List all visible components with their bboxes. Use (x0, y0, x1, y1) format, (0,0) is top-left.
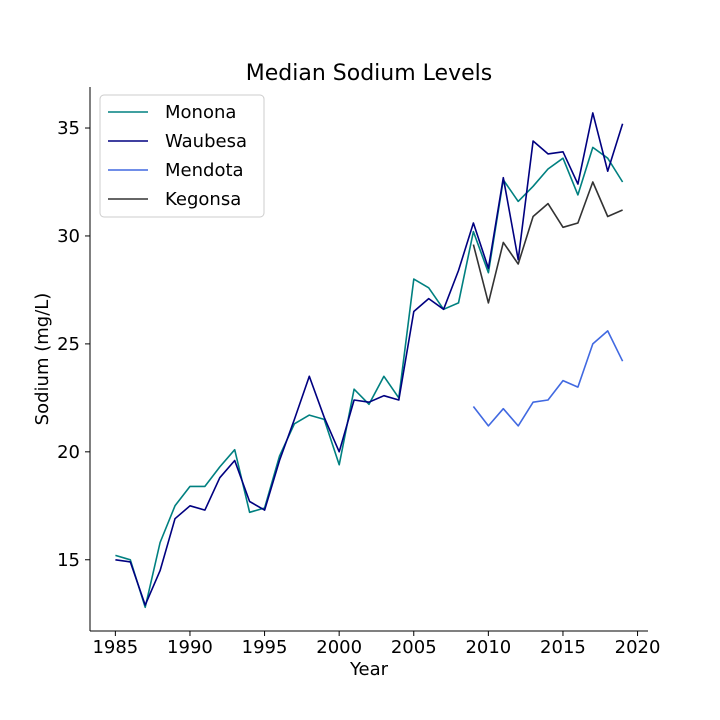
y-axis-label: Sodium (mg/L) (32, 293, 53, 426)
x-axis-ticks: 1985 1990 1995 2000 2005 2010 2015 2020 (92, 631, 660, 658)
plot-lines (115, 112, 624, 609)
legend-box (99, 94, 265, 218)
legend: Monona Waubesa Mendota Kegonsa (99, 94, 265, 218)
y-tick-label: 15 (57, 550, 80, 571)
series-line-mendota (472, 330, 624, 427)
chart-title: Median Sodium Levels (246, 61, 492, 86)
series-line-kegonsa (472, 181, 623, 304)
x-tick-label: 1995 (242, 637, 288, 658)
legend-label-monona: Monona (165, 102, 236, 123)
y-tick-label: 30 (57, 226, 80, 247)
legend-label-mendota: Mendota (165, 160, 244, 181)
x-tick-label: 2020 (615, 637, 661, 658)
series-line-monona (115, 146, 624, 609)
x-tick-label: 2015 (540, 637, 586, 658)
x-tick-label: 2000 (316, 637, 362, 658)
y-tick-label: 20 (57, 442, 80, 463)
y-tick-label: 35 (57, 118, 80, 139)
x-axis-label: Year (349, 659, 389, 680)
y-tick-label: 25 (57, 334, 80, 355)
y-axis-ticks: 15 20 25 30 35 (57, 118, 90, 571)
x-tick-label: 1985 (92, 637, 138, 658)
x-tick-label: 1990 (167, 637, 213, 658)
x-tick-label: 2005 (391, 637, 437, 658)
legend-label-waubesa: Waubesa (165, 131, 247, 152)
series-line-waubesa (115, 112, 624, 606)
legend-label-kegonsa: Kegonsa (165, 189, 241, 210)
x-tick-label: 2010 (465, 637, 511, 658)
